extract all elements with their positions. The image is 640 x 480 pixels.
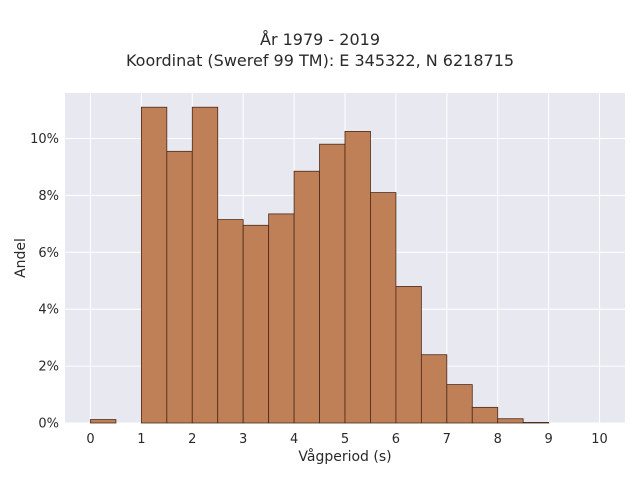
histogram-bar xyxy=(293,170,320,424)
histogram-bar xyxy=(344,131,371,424)
y-tick-label: 4% xyxy=(38,303,59,318)
y-tick-label: 2% xyxy=(38,360,59,375)
histogram-bar xyxy=(395,286,422,424)
y-tick-label: 10% xyxy=(30,132,59,147)
x-tick-label: 4 xyxy=(290,432,298,447)
histogram-bar xyxy=(191,106,219,424)
histogram-bar xyxy=(268,213,295,424)
histogram-bar xyxy=(420,354,448,424)
histogram-bar xyxy=(319,143,346,424)
x-tick-label: 8 xyxy=(494,432,502,447)
chart-title: År 1979 - 2019 xyxy=(260,30,380,49)
histogram-bar xyxy=(242,224,270,424)
histogram-bar xyxy=(90,419,117,424)
x-tick-label: 3 xyxy=(239,432,247,447)
histogram-bar xyxy=(446,384,473,424)
x-tick-label: 0 xyxy=(86,432,94,447)
x-tick-label: 2 xyxy=(188,432,196,447)
histogram-bar xyxy=(166,150,193,424)
x-tick-label: 6 xyxy=(392,432,400,447)
y-axis-ticks: 0% 2% 4% 6% 8% 10% xyxy=(30,132,59,431)
x-axis-ticks: 0 1 2 3 4 5 6 7 8 9 10 xyxy=(86,432,608,447)
x-tick-label: 9 xyxy=(544,432,552,447)
histogram-bar xyxy=(140,106,168,424)
y-tick-label: 8% xyxy=(38,189,59,204)
histogram-bar xyxy=(217,219,244,424)
y-axis-label: Andel xyxy=(13,238,29,278)
x-tick-label: 1 xyxy=(137,432,145,447)
y-tick-label: 0% xyxy=(38,417,59,432)
histogram-bar xyxy=(471,406,499,424)
histogram-bar xyxy=(522,422,550,424)
x-tick-label: 10 xyxy=(591,432,608,447)
x-axis-label: Vågperiod (s) xyxy=(298,448,391,465)
y-tick-label: 6% xyxy=(38,246,59,261)
histogram-bar xyxy=(370,192,397,424)
x-tick-label: 7 xyxy=(443,432,451,447)
x-tick-label: 5 xyxy=(341,432,349,447)
chart-subtitle: Koordinat (Sweref 99 TM): E 345322, N 62… xyxy=(125,51,515,70)
bars xyxy=(90,106,550,424)
histogram-bar xyxy=(497,418,524,424)
